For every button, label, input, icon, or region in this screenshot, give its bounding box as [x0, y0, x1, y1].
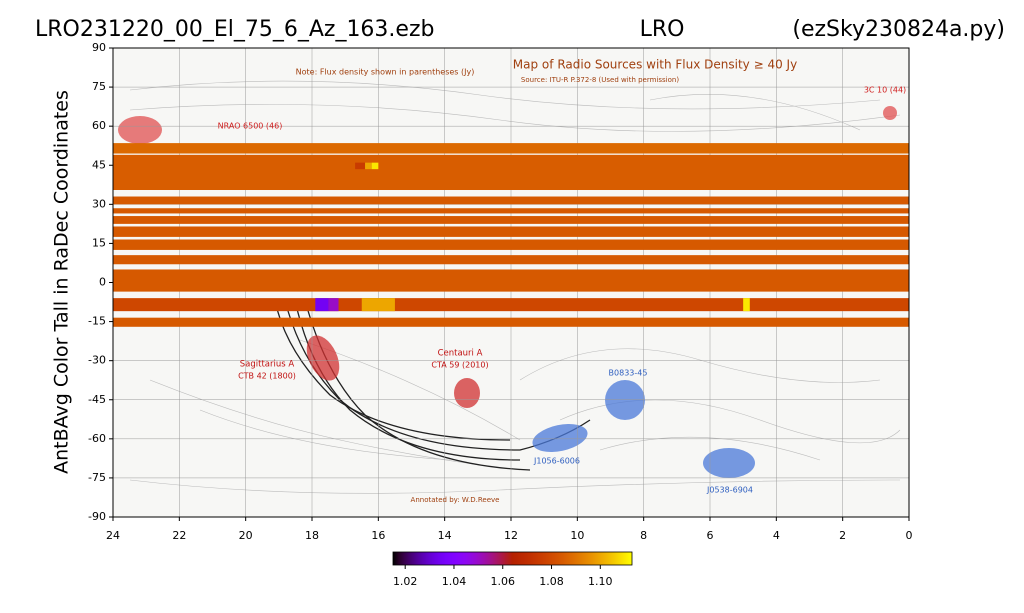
map-annotation: J0538-6904 [706, 486, 753, 495]
heat-cell [355, 162, 366, 170]
y-tick-label: 45 [92, 158, 106, 171]
map-annotation: 3C 10 (44) [864, 86, 906, 95]
x-tick-label: 6 [707, 529, 714, 542]
x-tick-label: 2 [839, 529, 846, 542]
source-blob [532, 424, 588, 452]
map-annotation: Annotated by: W.D.Reeve [411, 496, 500, 504]
x-tick-label: 14 [438, 529, 452, 542]
y-tick-label: -75 [88, 471, 106, 484]
heat-stripe [113, 239, 909, 250]
y-axis-label: AntBAvg Color Tall in RaDec Coordinates [51, 90, 73, 474]
x-tick-label: 20 [239, 529, 253, 542]
y-tick-label: -60 [88, 432, 106, 445]
heat-stripe [113, 226, 909, 237]
x-tick-label: 18 [305, 529, 319, 542]
source-blob [883, 106, 897, 120]
x-tick-label: 10 [570, 529, 584, 542]
title-left: LRO231220_00_El_75_6_Az_163.ezb [35, 17, 434, 42]
radio-sources [118, 106, 897, 478]
heat-stripe [113, 317, 909, 327]
y-tick-label: 30 [92, 197, 106, 210]
y-tick-label: -45 [88, 393, 106, 406]
heat-stripe [113, 269, 909, 292]
x-tick-label: 16 [371, 529, 385, 542]
map-annotation: B0833-45 [609, 369, 648, 378]
source-blob [703, 448, 755, 478]
map-annotation: CTA 59 (2010) [431, 361, 488, 370]
x-tick-label: 4 [773, 529, 780, 542]
heat-cell [371, 162, 379, 170]
x-tick-label: 12 [504, 529, 518, 542]
y-tick-label: 15 [92, 236, 106, 249]
y-tick-label: -15 [88, 315, 106, 328]
map-annotation: NRAO 6500 (46) [218, 122, 283, 131]
x-tick-label: 0 [906, 529, 913, 542]
map-contours [129, 80, 901, 494]
x-tick-label: 22 [172, 529, 186, 542]
title-center: LRO [640, 17, 685, 42]
x-tick-label: 8 [640, 529, 647, 542]
heat-cell [328, 298, 339, 312]
source-blob [118, 116, 162, 144]
heat-stripe [113, 216, 909, 224]
heat-stripe [113, 143, 909, 154]
heat-stripe [113, 154, 909, 191]
map-annotation: Note: Flux density shown in parentheses … [296, 68, 475, 77]
map-annotation: Source: ITU-R P.372-8 (Used with permiss… [521, 76, 679, 84]
map-annotation: CTB 42 (1800) [238, 372, 296, 381]
x-tick-label: 24 [106, 529, 120, 542]
heat-stripe [113, 196, 909, 205]
source-blob [306, 335, 340, 381]
heat-stripe [113, 298, 909, 312]
map-annotation: Sagittarius A [240, 360, 295, 370]
map-annotation: Centauri A [438, 349, 483, 359]
map-annotation: Map of Radio Sources with Flux Density ≥… [513, 58, 797, 72]
heat-stripe [113, 255, 909, 265]
heat-cell [361, 298, 395, 312]
y-tick-label: 90 [92, 41, 106, 54]
y-tick-label: -90 [88, 510, 106, 523]
heat-cell [315, 298, 329, 312]
y-tick-label: 0 [99, 276, 106, 289]
colorbar [392, 551, 633, 566]
plot-area: Note: Flux density shown in parentheses … [112, 47, 910, 518]
map-annotation: J1056-6006 [533, 457, 580, 466]
colorbar-tick-label: 1.04 [442, 575, 467, 588]
colorbar-tick-label: 1.10 [588, 575, 613, 588]
heat-cell [365, 162, 372, 170]
y-tick-label: 75 [92, 80, 106, 93]
heat-stripe [113, 208, 909, 214]
y-tick-label: -30 [88, 354, 106, 367]
colorbar-tick-label: 1.06 [490, 575, 515, 588]
source-blob [454, 378, 480, 408]
heat-cell [743, 298, 750, 312]
title-right: (ezSky230824a.py) [792, 17, 1005, 42]
y-tick-label: 60 [92, 119, 106, 132]
colorbar-tick-label: 1.02 [393, 575, 418, 588]
colorbar-tick-label: 1.08 [539, 575, 564, 588]
